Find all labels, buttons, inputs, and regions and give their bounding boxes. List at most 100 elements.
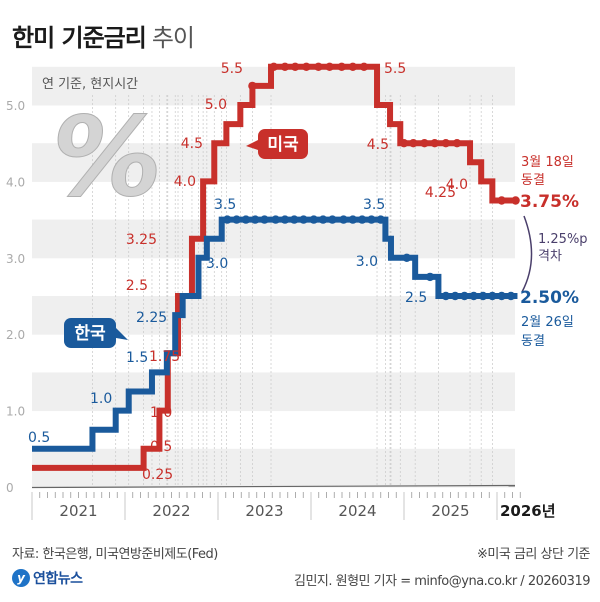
y-tick-label: 4.0: [6, 175, 25, 189]
gap-label: 격차: [538, 249, 562, 264]
kr-hold-dot: [348, 215, 358, 224]
us-hold-dot: [280, 62, 290, 71]
us-value-label: 4.5: [367, 137, 389, 153]
kr-hold-dot: [441, 291, 451, 301]
us-value-label: 5.5: [221, 61, 243, 77]
us-hold-dot: [409, 139, 418, 148]
us-hold-dot: [302, 62, 311, 71]
grid-band: [32, 372, 515, 412]
us-value-label: 4.0: [174, 174, 196, 190]
us-hold-dot: [420, 139, 429, 148]
us-hold-dot: [325, 62, 334, 71]
kr-hold-dot: [290, 215, 299, 224]
x-tick-label: 2024: [338, 502, 376, 520]
us-hold-dot: [441, 139, 451, 148]
us-hold-dot: [399, 139, 409, 148]
rate-chart: 연 기준, 현지시간 % 01.02.03.04.05.0 2021 2022 20…: [6, 61, 588, 520]
title-light: 추이: [151, 24, 195, 52]
y-tick-label: 0: [6, 481, 14, 495]
kr-hold-dot: [506, 291, 516, 301]
kr-value-label: 3.5: [214, 197, 236, 213]
us-hold-dot: [452, 139, 462, 148]
grid-bands: [32, 66, 515, 488]
x-tick-label: 2025: [431, 502, 469, 520]
y-tick-label: 2.0: [6, 328, 25, 342]
us-hold-dot: [511, 196, 520, 205]
us-hold-dot: [314, 62, 323, 71]
kr-hold-dot: [241, 215, 251, 224]
kr-value-label: 3.0: [356, 254, 378, 270]
value-labels: 0.25 0.5 1.0 1.75 2.5 3.25 4.0 4.5 5.0 5.5 5.5 4.5 4…: [28, 61, 468, 483]
gap-bracket: [521, 215, 533, 293]
us-value-label: 2.5: [126, 278, 148, 294]
kr-value-label: 1.0: [90, 391, 112, 407]
x-tick-label: 2022: [152, 502, 190, 520]
us-hold-dot: [290, 62, 300, 71]
kr-hold-dot: [299, 215, 308, 224]
x-axis: 2021 2022 2023 2024 2025 2026년: [31, 484, 556, 520]
us-final-note-status: 동결: [521, 173, 545, 188]
kr-hold-dot: [232, 215, 241, 224]
x-axis-line: [31, 484, 516, 489]
kr-value-label: 2.5: [405, 290, 427, 306]
kr-hold-dot: [478, 291, 488, 301]
kr-hold-dot: [328, 215, 337, 224]
us-hold-dot: [248, 81, 257, 91]
kr-hold-dot: [357, 215, 367, 224]
kr-hold-dot: [271, 215, 280, 224]
kr-final-note-status: 동결: [521, 334, 545, 349]
percent-art: %: [52, 93, 162, 221]
kr-hold-dot: [367, 215, 376, 224]
us-value-label: 5.0: [205, 97, 227, 113]
kr-bubble: 한국: [64, 318, 128, 348]
kr-hold-dot: [318, 215, 328, 224]
us-value-label: 0.25: [142, 467, 173, 483]
kr-value-label: 1.5: [126, 350, 148, 366]
kr-hold-dot: [260, 215, 269, 224]
kr-hold-dot: [460, 291, 469, 301]
kr-hold-dot: [425, 272, 435, 282]
us-value-label: 5.5: [384, 61, 406, 77]
gap-value: 1.25%p: [538, 232, 588, 247]
kr-value-label: 2.25: [136, 310, 167, 326]
us-hold-dot: [430, 139, 439, 148]
us-hold-dot: [269, 62, 278, 71]
us-value-label: 4.5: [181, 136, 203, 152]
x-tick-label: 2023: [245, 502, 283, 520]
footnote-text: ※미국 금리 상단 기준: [477, 547, 590, 562]
source-text: 자료: 한국은행, 미국연방준비제도(Fed): [12, 547, 218, 562]
kr-rate-line: [32, 216, 518, 452]
kr-bubble-label: 한국: [74, 324, 106, 344]
grid-band: [32, 219, 515, 259]
us-value-label: 1.75: [149, 349, 180, 365]
us-value-label: 4.0: [446, 177, 468, 193]
kr-hold-dot: [339, 215, 348, 224]
kr-hold-dot: [223, 215, 232, 224]
us-hold-dot: [337, 62, 346, 71]
chart-subtitle: 연 기준, 현지시간: [42, 77, 138, 92]
kr-hold-dot: [488, 291, 497, 301]
x-tick-label: 2021: [59, 502, 97, 520]
kr-final-value: 2.50%: [520, 288, 579, 308]
x-tick-label: 2026년: [500, 502, 556, 520]
title-bold: 한미 기준금리: [12, 24, 147, 52]
y-axis: 0 1.0 2.0 3.0 4.0 5.0: [6, 99, 25, 495]
us-hold-dot: [497, 196, 506, 205]
us-bubble-label: 미국: [267, 135, 299, 155]
kr-value-label: 0.5: [28, 430, 50, 446]
y-tick-label: 5.0: [6, 99, 25, 113]
us-hold-dot: [359, 62, 369, 71]
us-bubble: 미국: [246, 129, 308, 159]
chart-title: 한미 기준금리 추이: [12, 18, 195, 53]
kr-hold-dot: [469, 291, 478, 301]
us-value-label: 4.25: [425, 185, 456, 201]
us-final-note-date: 3월 18일: [521, 155, 574, 170]
us-final-value: 3.75%: [520, 192, 579, 212]
credit-text: 김민지. 원형민 기자 = minfo@yna.co.kr / 20260319: [293, 574, 591, 589]
kr-hold-dot: [280, 215, 290, 224]
kr-value-label: 3.5: [363, 197, 385, 213]
y-tick-label: 1.0: [6, 405, 25, 419]
kr-hold-dot: [309, 215, 318, 224]
kr-hold-dot: [376, 215, 385, 224]
kr-hold-dot: [251, 215, 260, 224]
